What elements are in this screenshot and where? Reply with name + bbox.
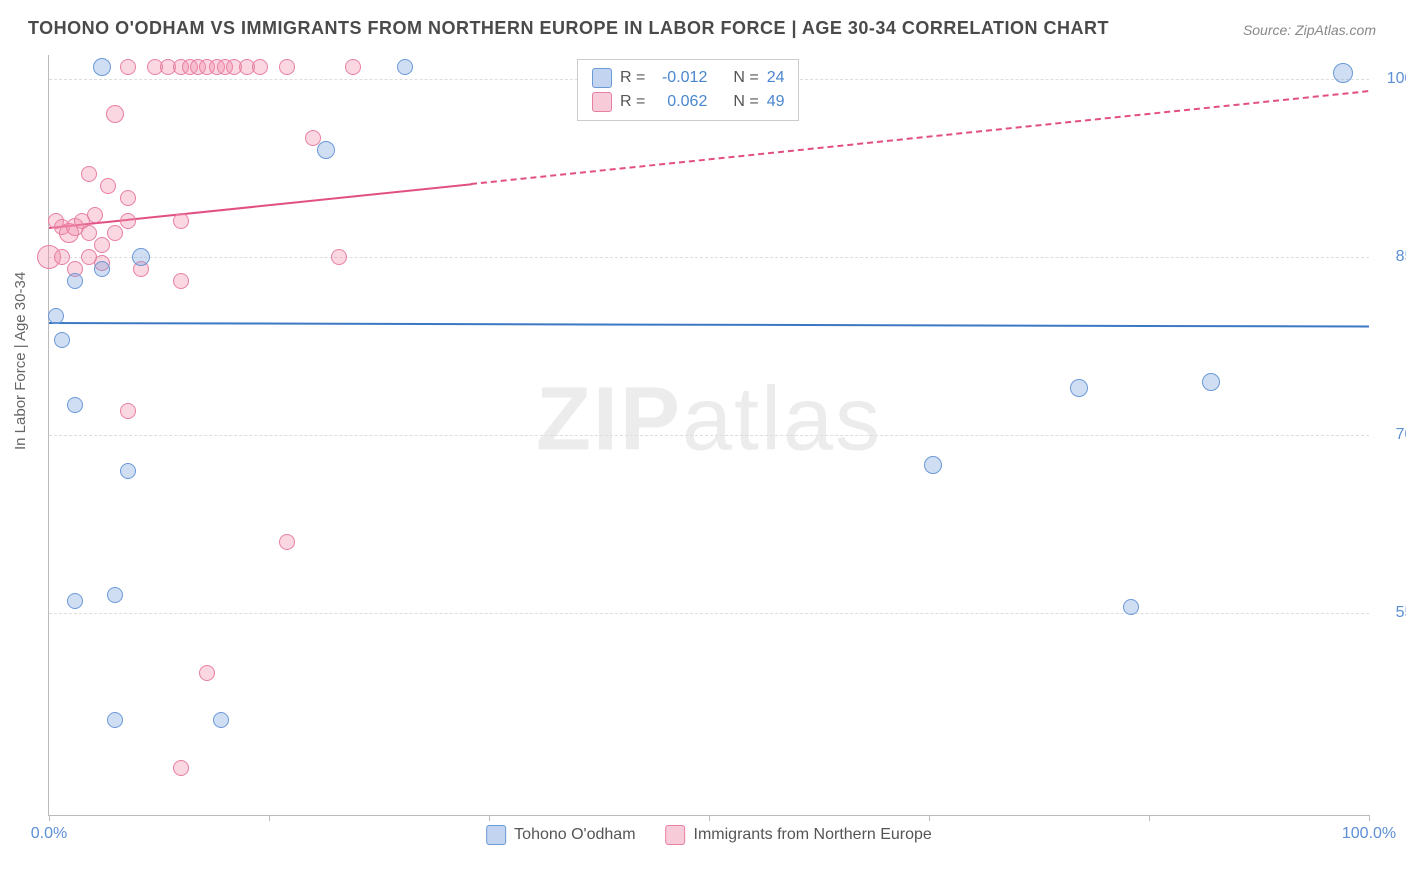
data-point xyxy=(173,760,189,776)
legend-swatch xyxy=(592,68,612,88)
data-point xyxy=(48,308,64,324)
gridline-horizontal xyxy=(49,435,1369,436)
legend-n-label: N = xyxy=(733,90,758,114)
trend-line xyxy=(49,322,1369,328)
data-point xyxy=(67,593,83,609)
data-point xyxy=(213,712,229,728)
y-tick-label: 55.0% xyxy=(1377,604,1406,622)
legend-row: R = -0.012 N = 24 xyxy=(592,66,784,90)
legend-item: Immigrants from Northern Europe xyxy=(666,825,932,845)
x-tick-label: 0.0% xyxy=(31,825,67,843)
data-point xyxy=(132,248,150,266)
y-tick-label: 100.0% xyxy=(1377,70,1406,88)
gridline-horizontal xyxy=(49,257,1369,258)
x-tick xyxy=(489,815,490,821)
gridline-horizontal xyxy=(49,613,1369,614)
y-tick-label: 70.0% xyxy=(1377,426,1406,444)
data-point xyxy=(106,105,124,123)
data-point xyxy=(94,261,110,277)
data-point xyxy=(279,59,295,75)
legend-r-value: 0.062 xyxy=(653,90,707,114)
legend-row: R = 0.062 N = 49 xyxy=(592,90,784,114)
data-point xyxy=(279,534,295,550)
legend-swatch xyxy=(486,825,506,845)
data-point xyxy=(67,397,83,413)
data-point xyxy=(1333,63,1353,83)
legend-swatch xyxy=(592,92,612,112)
data-point xyxy=(1070,379,1088,397)
legend-r-label: R = xyxy=(620,90,645,114)
data-point xyxy=(252,59,268,75)
data-point xyxy=(107,225,123,241)
x-tick xyxy=(269,815,270,821)
x-tick xyxy=(49,815,50,821)
data-point xyxy=(54,249,70,265)
x-tick-label: 100.0% xyxy=(1342,825,1396,843)
data-point xyxy=(924,456,942,474)
data-point xyxy=(100,178,116,194)
data-point xyxy=(107,712,123,728)
data-point xyxy=(199,665,215,681)
y-tick-label: 85.0% xyxy=(1377,248,1406,266)
x-tick xyxy=(1369,815,1370,821)
data-point xyxy=(120,463,136,479)
data-point xyxy=(120,59,136,75)
x-tick xyxy=(709,815,710,821)
legend-r-label: R = xyxy=(620,66,645,90)
watermark-bold: ZIP xyxy=(536,369,682,469)
data-point xyxy=(120,190,136,206)
data-point xyxy=(317,141,335,159)
data-point xyxy=(81,225,97,241)
legend-r-value: -0.012 xyxy=(653,66,707,90)
data-point xyxy=(107,587,123,603)
y-axis-label: In Labor Force | Age 30-34 xyxy=(12,272,29,450)
data-point xyxy=(67,273,83,289)
legend-label: Tohono O'odham xyxy=(514,826,635,844)
data-point xyxy=(1202,373,1220,391)
data-point xyxy=(93,58,111,76)
legend-n-value: 24 xyxy=(767,66,785,90)
data-point xyxy=(94,237,110,253)
data-point xyxy=(173,273,189,289)
chart-plot-area: ZIPatlas 100.0%85.0%70.0%55.0%0.0%100.0%… xyxy=(48,55,1369,816)
legend-n-label: N = xyxy=(733,66,758,90)
legend-item: Tohono O'odham xyxy=(486,825,635,845)
data-point xyxy=(1123,599,1139,615)
x-tick xyxy=(929,815,930,821)
legend-n-value: 49 xyxy=(767,90,785,114)
data-point xyxy=(54,332,70,348)
data-point xyxy=(173,213,189,229)
data-point xyxy=(120,403,136,419)
watermark-thin: atlas xyxy=(682,369,882,469)
legend-swatch xyxy=(666,825,686,845)
x-tick xyxy=(1149,815,1150,821)
data-point xyxy=(345,59,361,75)
correlation-legend: R = -0.012 N = 24 R = 0.062 N = 49 xyxy=(577,59,799,121)
data-point xyxy=(87,207,103,223)
watermark: ZIPatlas xyxy=(536,368,882,471)
series-legend: Tohono O'odham Immigrants from Northern E… xyxy=(486,825,932,845)
legend-label: Immigrants from Northern Europe xyxy=(694,826,932,844)
data-point xyxy=(397,59,413,75)
data-point xyxy=(120,213,136,229)
source-attribution: Source: ZipAtlas.com xyxy=(1243,22,1376,38)
data-point xyxy=(81,166,97,182)
data-point xyxy=(331,249,347,265)
chart-title: TOHONO O'ODHAM VS IMMIGRANTS FROM NORTHE… xyxy=(28,18,1109,39)
